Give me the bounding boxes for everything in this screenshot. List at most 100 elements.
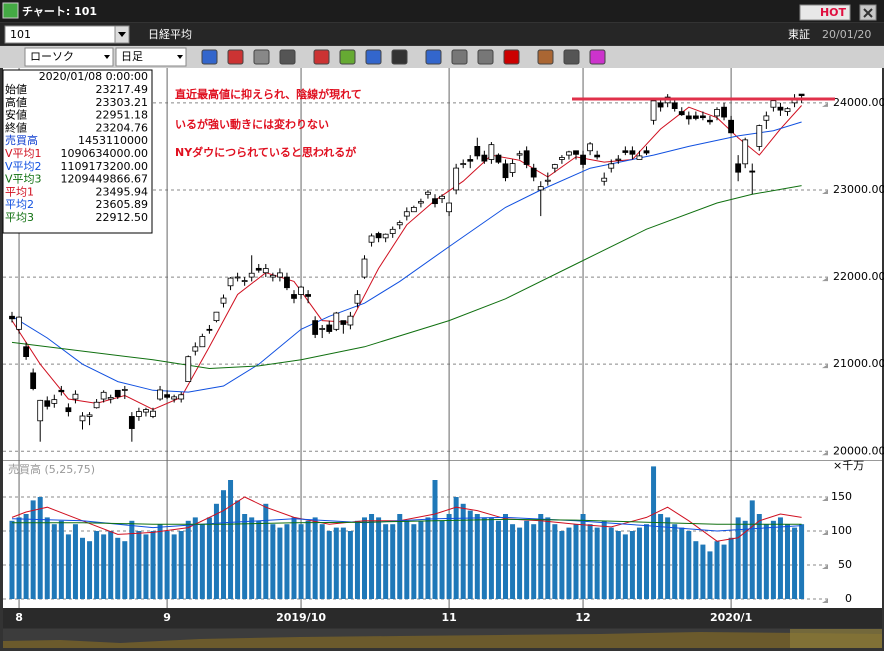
candle-body	[544, 179, 551, 182]
candle-body	[692, 115, 699, 119]
tool-icon[interactable]	[279, 49, 296, 65]
volume-bar	[756, 514, 762, 599]
period-select[interactable]	[115, 47, 187, 67]
candle-body	[37, 399, 44, 422]
candle-body	[657, 102, 664, 108]
tool-icon[interactable]	[425, 49, 442, 65]
candle-body	[220, 297, 227, 304]
volume-bar	[206, 517, 212, 599]
candle-body	[481, 154, 488, 162]
candle-body	[446, 202, 453, 213]
info-value: 22912.50	[96, 211, 149, 224]
volume-bar	[777, 517, 783, 599]
volume-bar	[270, 524, 276, 599]
hot-button[interactable]	[799, 4, 851, 21]
tool-icon[interactable]	[253, 49, 270, 65]
dropdown-arrow	[104, 55, 110, 59]
volume-bar	[284, 524, 290, 599]
candle-body	[650, 100, 657, 121]
candle-body	[749, 170, 756, 173]
candle-body	[636, 155, 643, 160]
candle-body	[164, 394, 171, 398]
moving-average	[11, 516, 802, 532]
candle-body	[601, 177, 608, 182]
volume-bar	[636, 527, 642, 599]
info-value: 23303.21	[96, 96, 149, 109]
candle-body	[234, 276, 241, 279]
volume-bar	[65, 534, 71, 599]
x-tick-label: 8	[15, 611, 23, 624]
period-text: 日足	[121, 50, 143, 63]
volume-bar	[411, 524, 417, 599]
volume-bar	[587, 524, 593, 599]
y-tick-label: 22000.00	[833, 270, 884, 283]
volume-bar	[101, 534, 107, 599]
volume-bar	[362, 517, 367, 599]
tool-icon[interactable]	[563, 49, 580, 65]
volume-bar	[30, 500, 36, 599]
candle-body	[23, 346, 30, 357]
tick-mark	[822, 102, 828, 107]
tool-icon[interactable]	[201, 49, 218, 65]
app-icon	[2, 2, 19, 19]
tool-icon[interactable]	[365, 49, 382, 65]
candle-body	[185, 356, 192, 382]
candle-body	[763, 115, 770, 121]
candle-body	[326, 324, 333, 332]
tool-icon[interactable]	[589, 49, 606, 65]
volume-bar	[517, 527, 523, 599]
volume-bar	[185, 520, 191, 599]
volume-bar	[256, 520, 262, 599]
info-label: 平均2	[5, 198, 34, 211]
y-tick-label: 150	[831, 490, 852, 503]
info-label: 終値	[5, 120, 27, 134]
hot-label[interactable]: HOT	[820, 6, 847, 19]
tick-mark	[822, 364, 828, 369]
tool-icon[interactable]	[313, 49, 330, 65]
volume-bar	[129, 520, 135, 599]
volume-bar	[192, 517, 198, 599]
kind-select[interactable]	[24, 47, 114, 67]
tool-icon[interactable]	[477, 49, 494, 65]
info-label: 平均3	[5, 211, 34, 224]
volume-bar	[665, 517, 671, 599]
candle-body	[403, 211, 410, 217]
volume-bar	[16, 517, 22, 599]
volume-bar	[347, 531, 353, 599]
candle-body	[523, 150, 530, 165]
market: 東証	[788, 28, 810, 41]
volume-bar	[742, 520, 748, 599]
tool-icon[interactable]	[537, 49, 554, 65]
candle-body	[65, 407, 72, 413]
candle-body	[410, 206, 417, 213]
tool-icon[interactable]	[503, 49, 520, 65]
tool-icon[interactable]	[391, 49, 408, 65]
candle-body	[798, 93, 805, 97]
volume-bar	[763, 524, 769, 599]
candle-body	[707, 119, 713, 123]
close-icon	[863, 8, 873, 18]
x-tick-label: 9	[163, 611, 171, 624]
candle-body	[516, 153, 523, 156]
volume-bar	[340, 527, 346, 599]
volume-bar	[749, 500, 755, 599]
volume-bar	[594, 527, 600, 599]
volume-bar	[58, 520, 64, 599]
volume-bar	[312, 517, 318, 599]
candle-body	[502, 163, 509, 179]
volume-bar	[164, 531, 170, 599]
tool-icon[interactable]	[227, 49, 244, 65]
candle-body	[298, 286, 304, 295]
volume-bar	[721, 544, 727, 599]
navigator-handle[interactable]	[790, 629, 882, 648]
tool-icon[interactable]	[339, 49, 356, 65]
volume-bar	[488, 517, 494, 599]
candle-body	[615, 158, 622, 161]
volume-bar	[369, 514, 375, 599]
candle-body	[150, 410, 156, 417]
candle-body	[319, 328, 326, 330]
tick-mark	[822, 565, 828, 569]
tool-icon[interactable]	[451, 49, 468, 65]
candle-body	[333, 312, 340, 330]
volume-bar	[72, 524, 78, 599]
